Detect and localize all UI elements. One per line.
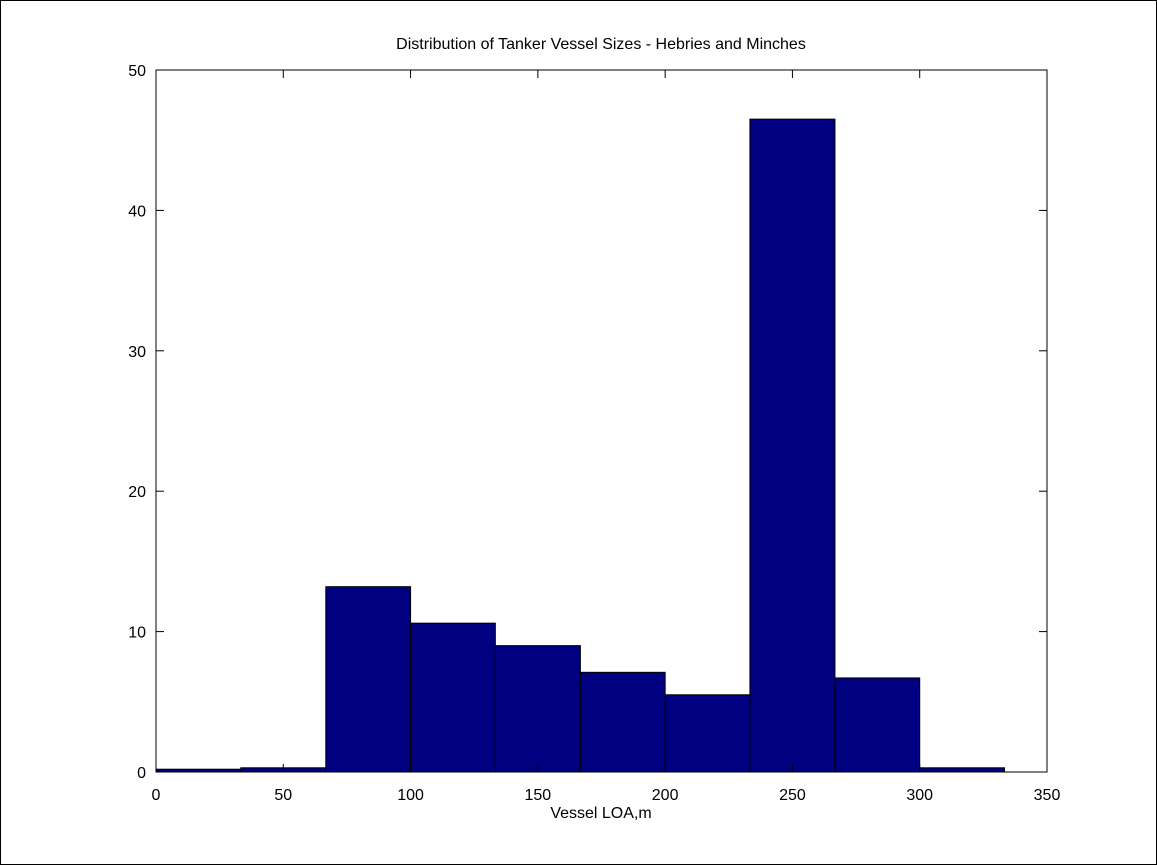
y-tick-label: 0 — [137, 765, 146, 782]
x-tick-label: 150 — [525, 787, 552, 804]
x-tick-label: 300 — [906, 787, 933, 804]
y-tick-label: 20 — [128, 484, 146, 501]
histogram-bar — [410, 622, 496, 773]
x-tick-label: 50 — [274, 787, 292, 804]
histogram-bar — [494, 645, 581, 773]
histogram-bar — [579, 671, 666, 773]
plot-area-background — [156, 70, 1047, 772]
x-tick-label: 350 — [1034, 787, 1061, 804]
histogram-bar — [919, 767, 1005, 773]
x-tick-label: 200 — [652, 787, 679, 804]
y-tick-label: 40 — [128, 203, 146, 220]
x-tick-label: 0 — [152, 787, 161, 804]
histogram-bar — [664, 694, 751, 773]
histogram-bar — [834, 677, 921, 773]
bars-group — [155, 118, 1005, 773]
y-tick-label: 50 — [128, 63, 146, 80]
x-axis-label: Vessel LOA,m — [550, 805, 651, 822]
histogram-bar — [325, 586, 412, 773]
plot-area-border — [155, 69, 1048, 773]
histogram-bar — [749, 118, 836, 773]
y-tick-label: 30 — [128, 344, 146, 361]
x-tick-label: 250 — [779, 787, 806, 804]
y-ticks-group: 0 10 20 30 40 50 — [128, 63, 1047, 782]
chart-title: Distribution of Tanker Vessel Sizes - He… — [396, 36, 806, 53]
x-tick-label: 100 — [397, 787, 424, 804]
y-tick-label: 10 — [128, 625, 146, 642]
x-ticks-group: 0 50 100 150 200 250 300 350 — [152, 70, 1061, 804]
